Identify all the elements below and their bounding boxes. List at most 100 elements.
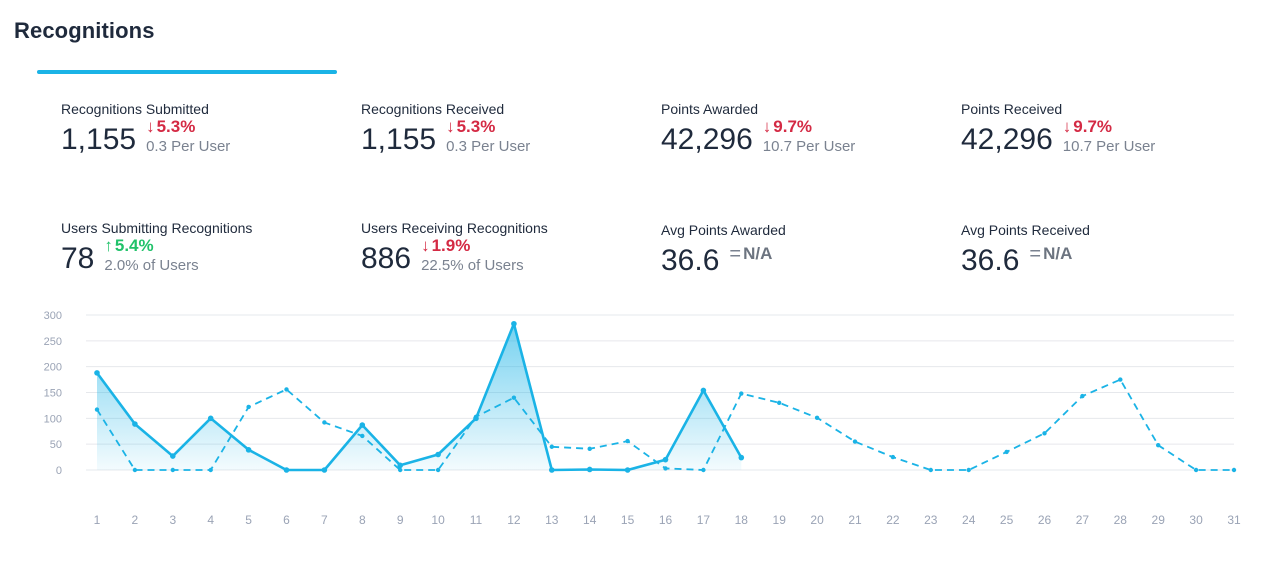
stat-avg-points-received: Avg Points Received 36.6 = N/A <box>961 222 1090 278</box>
data-point-current[interactable] <box>321 467 328 473</box>
x-tick-label: 9 <box>397 513 404 527</box>
x-tick-label: 10 <box>431 513 445 527</box>
data-point-current[interactable] <box>283 467 290 473</box>
data-point-current[interactable] <box>359 422 366 428</box>
data-point-previous[interactable] <box>852 439 858 444</box>
data-point-current[interactable] <box>94 370 100 376</box>
data-point-previous[interactable] <box>701 467 706 473</box>
x-tick-label: 24 <box>962 513 976 527</box>
stat-label: Points Received <box>961 101 1063 117</box>
data-point-current[interactable] <box>207 415 214 422</box>
data-point-previous[interactable] <box>473 414 479 419</box>
data-point-previous[interactable] <box>360 433 365 439</box>
data-point-current[interactable] <box>549 467 555 473</box>
data-point-current[interactable] <box>397 462 404 469</box>
arrow-down-icon: ↓ <box>146 117 155 136</box>
data-point-previous[interactable] <box>208 467 213 473</box>
data-point-current[interactable] <box>132 421 138 427</box>
equal-icon: = <box>1029 243 1042 265</box>
stat-change: ↓ 5.3% <box>146 117 196 136</box>
data-point-previous[interactable] <box>663 466 668 471</box>
data-point-previous[interactable] <box>890 454 896 460</box>
series-line-previous <box>96 378 1234 471</box>
data-point-previous[interactable] <box>511 395 517 400</box>
data-point-previous[interactable] <box>625 438 630 444</box>
data-point-previous[interactable] <box>132 467 138 473</box>
stat-change: ↓ 5.3% <box>446 117 496 136</box>
stat-value: 1,155 <box>361 123 437 156</box>
data-point-previous[interactable] <box>777 400 782 406</box>
data-point-previous[interactable] <box>1193 467 1199 473</box>
stat-label: Avg Points Received <box>961 222 1090 238</box>
x-tick-label: 20 <box>810 513 824 527</box>
data-point-current[interactable] <box>700 387 707 394</box>
data-point-previous[interactable] <box>549 444 554 449</box>
arrow-down-icon: ↓ <box>446 117 455 136</box>
stat-label: Points Awarded <box>661 101 759 117</box>
stat-subtext: 0.3 Per User <box>146 138 231 155</box>
arrow-down-icon: ↓ <box>421 236 430 255</box>
data-point-previous[interactable] <box>966 467 971 473</box>
data-point-previous[interactable] <box>1042 431 1047 436</box>
data-point-previous[interactable] <box>1004 449 1009 455</box>
stat-avg-points-awarded: Avg Points Awarded 36.6 = N/A <box>661 222 786 278</box>
x-tick-label: 31 <box>1227 513 1241 527</box>
stat-label: Avg Points Awarded <box>661 222 786 238</box>
stat-change: ↓ 9.7% <box>762 117 813 136</box>
data-point-previous[interactable] <box>284 387 289 392</box>
y-tick-label: 50 <box>50 439 62 451</box>
stat-value: 36.6 <box>661 244 720 277</box>
stat-points-received: Points Received 42,296 ↓ 9.7% 10.7 Per Us… <box>961 101 1155 157</box>
data-point-current[interactable] <box>245 447 252 453</box>
data-point-current[interactable] <box>586 466 593 473</box>
x-tick-label: 11 <box>470 513 483 527</box>
x-tick-label: 23 <box>924 513 938 527</box>
data-point-previous[interactable] <box>246 404 251 410</box>
data-point-previous[interactable] <box>814 415 820 421</box>
data-point-current[interactable] <box>170 453 176 459</box>
data-point-previous[interactable] <box>587 446 592 452</box>
data-point-previous[interactable] <box>322 420 327 425</box>
x-tick-label: 16 <box>659 513 673 527</box>
recognitions-chart: 0 50 100 150 200 250 300 1 2 3 4 5 6 7 8 9 10 11 12 13 14 15 1… <box>0 300 1280 540</box>
stat-points-awarded: Points Awarded 42,296 ↓ 9.7% 10.7 Per Use… <box>661 101 855 157</box>
data-point-previous[interactable] <box>739 391 744 396</box>
data-point-previous[interactable] <box>1231 467 1237 473</box>
x-tick-label: 14 <box>583 513 597 527</box>
arrow-down-icon: ↓ <box>1062 117 1072 136</box>
x-tick-label: 17 <box>697 513 711 527</box>
x-tick-label: 22 <box>886 513 900 527</box>
data-point-current[interactable] <box>624 467 631 473</box>
arrow-down-icon: ↓ <box>762 117 772 136</box>
data-point-previous[interactable] <box>398 467 403 473</box>
stat-label: Users Receiving Recognitions <box>361 220 548 236</box>
stat-users-receiving: Users Receiving Recognitions 886 ↓ 1.9% 2… <box>361 220 548 276</box>
x-tick-label: 30 <box>1189 513 1203 527</box>
data-point-previous[interactable] <box>1080 393 1085 399</box>
data-point-previous[interactable] <box>435 467 441 473</box>
data-point-previous[interactable] <box>1156 443 1161 448</box>
x-tick-label: 6 <box>283 513 290 527</box>
series-line-current <box>95 322 743 472</box>
stat-change: N/A <box>743 244 773 263</box>
page-title: Recognitions <box>14 18 155 43</box>
series-area-current <box>97 323 742 470</box>
data-point-current[interactable] <box>662 456 669 463</box>
stat-subtext: 0.3 Per User <box>446 138 531 155</box>
data-point-current[interactable] <box>435 451 441 458</box>
data-point-previous[interactable] <box>1118 377 1123 382</box>
stat-value: 36.6 <box>961 244 1020 277</box>
stat-users-submitting: Users Submitting Recognitions 78 ↑ 5.4% 2… <box>61 220 252 276</box>
x-tick-label: 2 <box>132 513 139 527</box>
x-tick-label: 26 <box>1038 513 1052 527</box>
stat-change: ↑ 5.4% <box>104 236 154 255</box>
data-point-previous[interactable] <box>94 407 100 412</box>
data-point-current[interactable] <box>738 454 745 461</box>
stat-change: ↓ 1.9% <box>421 236 471 255</box>
data-point-current[interactable] <box>511 320 517 327</box>
x-tick-label: 28 <box>1114 513 1128 527</box>
x-tick-label: 1 <box>94 513 101 527</box>
data-point-previous[interactable] <box>928 467 933 473</box>
data-point-previous[interactable] <box>170 467 175 473</box>
